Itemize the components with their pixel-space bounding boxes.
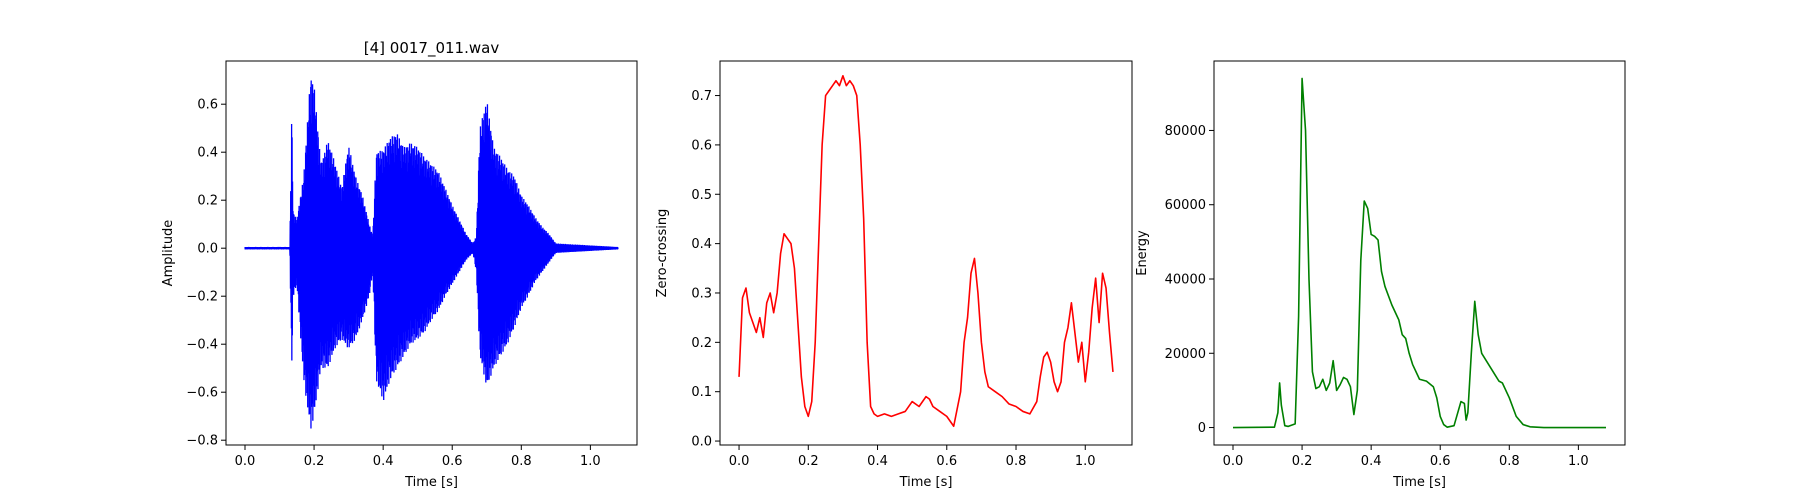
y-tick-label: 0.5 (691, 188, 712, 203)
y-tick-label: 0.6 (691, 138, 712, 153)
x-tick-label: 0.8 (511, 454, 532, 469)
y-tick-label: 0 (1198, 421, 1206, 436)
chart-title: [4] 0017_011.wav (364, 39, 500, 58)
x-tick-label: 0.0 (729, 454, 750, 469)
series-line (1232, 77, 1606, 429)
y-tick-label: −0.8 (186, 434, 218, 449)
axes-frame (225, 60, 638, 446)
x-tick-label: 0.4 (867, 454, 888, 469)
x-tick-label: 1.0 (1075, 454, 1096, 469)
y-tick-label: −0.4 (186, 338, 218, 353)
y-tick-label: 40000 (1165, 272, 1206, 287)
y-tick-label: 0.0 (197, 242, 218, 257)
y-tick-label: 0.7 (691, 89, 712, 104)
x-tick-label: 0.0 (235, 454, 256, 469)
chart-panel-waveform: 0.0 0.2 0.4 0.6 0.8 1.0 −0.8 −0.6 −0.4 −0.2 0.0 0.2… (161, 39, 638, 490)
x-tick-label: 0.6 (442, 454, 463, 469)
series-line (244, 80, 619, 429)
x-tick-label: 0.2 (798, 454, 819, 469)
x-tick-label: 0.8 (1006, 454, 1027, 469)
y-tick-label: −0.6 (186, 386, 218, 401)
y-tick-label: −0.2 (186, 290, 218, 305)
y-axis-label: Amplitude (161, 220, 176, 287)
x-tick-label: 0.6 (1430, 454, 1451, 469)
y-tick-label: 0.2 (691, 336, 712, 351)
y-tick-label: 0.1 (691, 385, 712, 400)
x-tick-label: 0.0 (1223, 454, 1244, 469)
y-tick-label: 0.0 (691, 435, 712, 450)
series-line (738, 75, 1114, 428)
x-tick-label: 0.4 (373, 454, 394, 469)
x-axis-label: Time [s] (899, 475, 953, 490)
y-axis-label: Energy (1135, 230, 1150, 276)
y-tick-label: 0.4 (691, 237, 712, 252)
y-tick-label: 0.2 (197, 194, 218, 209)
x-tick-label: 0.6 (936, 454, 957, 469)
x-tick-label: 0.4 (1361, 454, 1382, 469)
x-tick-label: 0.8 (1499, 454, 1520, 469)
chart-panel-zero-crossing: 0.0 0.2 0.4 0.6 0.8 1.0 0.0 0.1 0.2 0.3 0.4 0.5 0.6 0… (655, 60, 1133, 490)
axes-frame (719, 60, 1133, 446)
x-tick-label: 1.0 (1568, 454, 1589, 469)
x-axis-label: Time [s] (1392, 475, 1446, 490)
y-tick-label: 80000 (1165, 124, 1206, 139)
y-tick-label: 0.4 (197, 146, 218, 161)
x-tick-label: 0.2 (1292, 454, 1313, 469)
y-axis-label: Zero-crossing (655, 209, 670, 298)
y-tick-label: 0.3 (691, 286, 712, 301)
y-tick-label: 60000 (1165, 198, 1206, 213)
y-tick-label: 20000 (1165, 347, 1206, 362)
x-tick-label: 0.2 (304, 454, 325, 469)
x-axis-label: Time [s] (404, 475, 458, 490)
axes-frame (1213, 60, 1626, 446)
chart-panel-energy: 0.0 0.2 0.4 0.6 0.8 1.0 0 20000 40000 60000 80000 T… (1135, 60, 1626, 490)
x-tick-label: 1.0 (580, 454, 601, 469)
y-tick-label: 0.6 (197, 98, 218, 113)
